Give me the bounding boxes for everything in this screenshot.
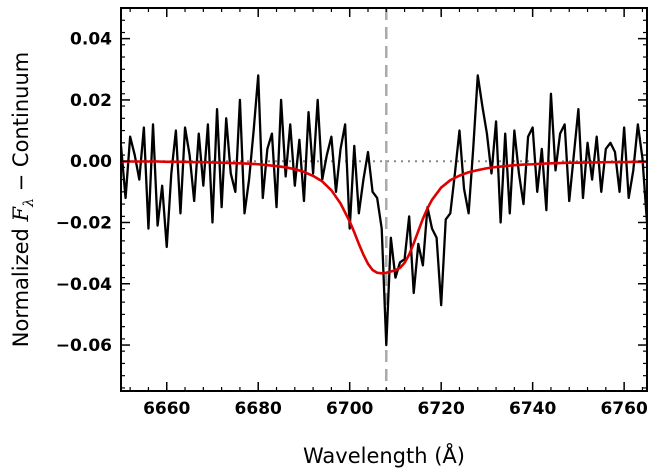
x-tick-label: 6760: [600, 399, 647, 419]
y-tick-label: −0.04: [56, 275, 112, 295]
x-tick-label: 6680: [235, 399, 282, 419]
x-tick-label: 6740: [509, 399, 556, 419]
data-series-line: [121, 74, 647, 347]
x-tick-label: 6660: [143, 399, 190, 419]
tick-labels: 6660 6680 6700 6720 6740 6760 −0.06 −0.04 −0.02 0…: [56, 30, 648, 419]
plot-area: [121, 8, 647, 391]
plot-frame: [120, 7, 648, 392]
x-tick-label: 6700: [326, 399, 373, 419]
y-tick-label: 0.02: [70, 91, 112, 111]
y-axis-label: Normalized Fλ − Continuum: [9, 52, 37, 347]
x-tick-label: 6720: [418, 399, 465, 419]
y-tick-label: 0.00: [70, 152, 112, 172]
fit-series-line: [121, 160, 647, 275]
y-tick-label: 0.04: [70, 30, 112, 50]
y-tick-label: −0.06: [56, 336, 112, 356]
y-axis-label-prefix: Normalized: [9, 221, 33, 347]
x-axis-label: Wavelength (Å): [303, 442, 465, 468]
y-tick-label: −0.02: [56, 213, 112, 233]
y-axis-label-suffix: − Continuum: [9, 52, 33, 198]
y-axis-label-subscript: λ: [21, 198, 37, 208]
y-axis-label-symbol: F: [9, 205, 33, 222]
